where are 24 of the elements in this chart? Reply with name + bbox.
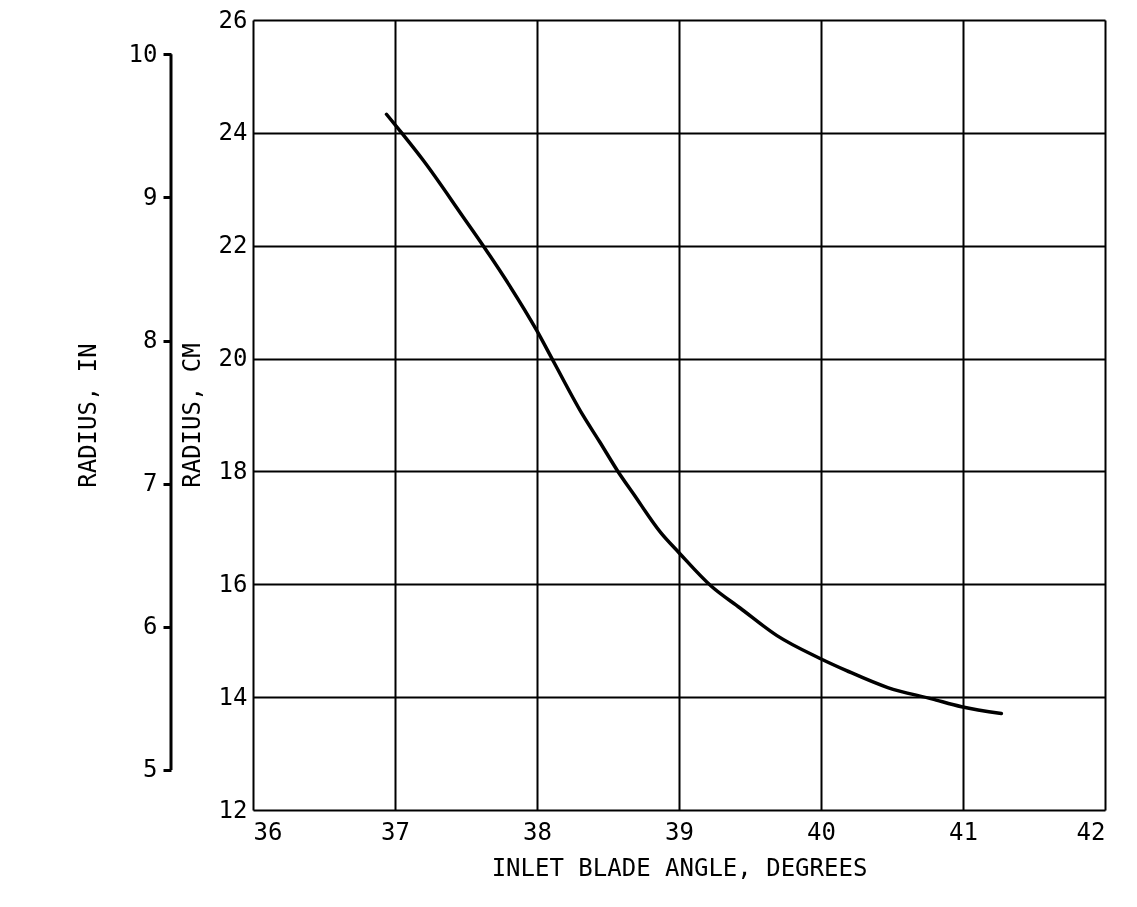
y-tick-label: 26 <box>218 5 248 34</box>
x-tick-label: 36 <box>253 817 283 846</box>
x-tick-label: 39 <box>665 817 694 846</box>
y-tick-label: 18 <box>218 456 248 485</box>
y-tick-label: 20 <box>218 344 248 373</box>
y2-tick-label: 7 <box>143 469 158 498</box>
x-tick-label: 42 <box>1076 817 1106 846</box>
y2-axis-title: RADIUS, IN <box>73 343 102 488</box>
x-tick-label: 41 <box>949 817 978 846</box>
y-tick-label: 24 <box>218 118 248 147</box>
y-tick-label: 14 <box>218 682 248 711</box>
x-tick-label: 37 <box>381 817 410 846</box>
y2-tick-label: 5 <box>143 755 158 784</box>
y-tick-label: 12 <box>218 795 248 824</box>
y2-tick-label: 8 <box>143 326 158 355</box>
y2-tick-label: 9 <box>143 182 158 211</box>
x-tick-label: 38 <box>523 817 552 846</box>
y-tick-label: 22 <box>218 231 248 260</box>
y2-tick-label: 6 <box>143 612 158 641</box>
y-tick-label: 16 <box>218 569 248 598</box>
x-axis-title: INLET BLADE ANGLE, DEGREES <box>491 853 868 882</box>
y-axis-title: RADIUS, CM <box>177 343 206 488</box>
x-tick-label: 40 <box>807 817 836 846</box>
y2-tick-label: 10 <box>128 39 158 68</box>
